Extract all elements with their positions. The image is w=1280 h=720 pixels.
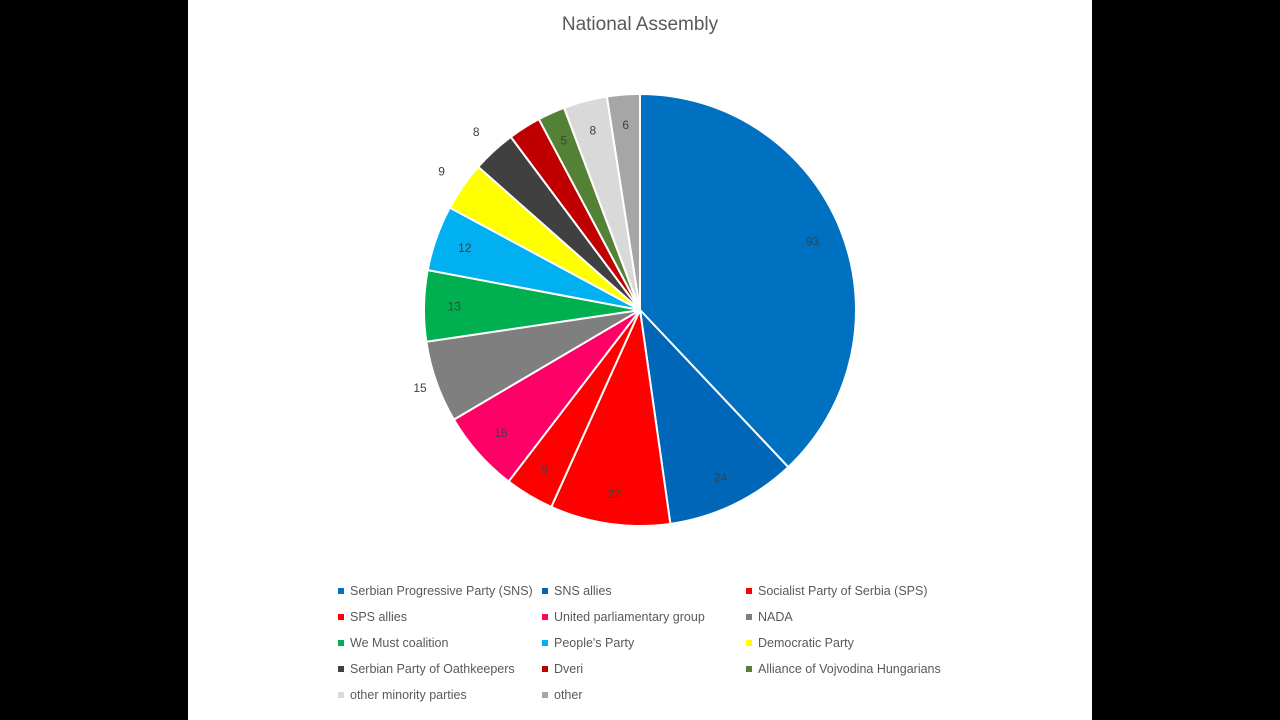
legend-item: Socialist Party of Serbia (SPS) [746,582,958,600]
legend-label: Democratic Party [758,636,854,650]
legend-swatch [542,692,548,698]
legend-item: Democratic Party [746,634,958,652]
data-label: 9 [541,462,548,476]
legend-item: SPS allies [338,608,542,626]
legend-swatch [542,614,548,620]
legend-label: Dveri [554,662,584,676]
legend-label: Serbian Party of Oathkeepers [350,662,515,676]
legend-swatch [746,640,752,646]
data-label: 5 [560,134,567,148]
pie-slice [605,92,641,311]
data-label: 15 [413,381,427,395]
legend-label: United parliamentary group [554,610,705,624]
legend-label: Socialist Party of Serbia (SPS) [758,584,928,598]
legend: Serbian Progressive Party (SNS) SNS allie… [338,582,958,704]
chart-title: National Assembly [561,14,719,35]
data-label: 8 [590,123,597,137]
data-label: 15 [494,426,508,440]
data-label: 22 [607,487,621,501]
legend-item: People's Party [542,634,746,652]
legend-label: SPS allies [350,610,407,624]
pie-slice [639,92,857,469]
pie-slice [549,306,672,527]
legend-swatch [542,666,548,672]
legend-swatch [542,588,548,594]
legend-swatch [746,666,752,672]
legend-item: Alliance of Vojvodina Hungarians [746,660,958,678]
legend-label: We Must coalition [350,636,449,650]
legend-swatch [542,640,548,646]
legend-label: other [554,688,583,702]
data-label: 6 [622,118,629,132]
legend-swatch [338,666,344,672]
legend-label: People's Party [554,636,635,650]
data-label: 9 [438,165,445,179]
legend-item: We Must coalition [338,634,542,652]
legend-swatch [746,614,752,620]
legend-swatch [338,614,344,620]
legend-label: Alliance of Vojvodina Hungarians [758,662,941,676]
legend-item: other [542,686,746,704]
legend-swatch [338,640,344,646]
legend-item: SNS allies [542,582,746,600]
data-label: 13 [448,299,462,313]
legend-swatch [746,588,752,594]
legend-label: SNS allies [554,584,612,598]
legend-item: United parliamentary group [542,608,746,626]
legend-label: NADA [758,610,793,624]
pie-chart: 93 24 22 9 15 15 13 12 9 8 5 8 6 [413,92,857,527]
chart-area: National Assembly 93 24 22 9 15 15 13 12 9 8 5 8 6 S… [188,0,1092,720]
data-label: 93 [806,234,820,248]
legend-swatch [338,692,344,698]
legend-swatch [338,588,344,594]
data-label: 24 [714,470,728,484]
legend-item: other minority parties [338,686,542,704]
pie-slice [638,307,790,525]
legend-item: Serbian Party of Oathkeepers [338,660,542,678]
legend-item: Dveri [542,660,746,678]
legend-label: Serbian Progressive Party (SNS) [350,584,533,598]
legend-label: other minority parties [350,688,467,702]
legend-item: Serbian Progressive Party (SNS) [338,582,542,600]
data-label: 12 [458,241,472,255]
data-label: 8 [473,125,480,139]
legend-item: NADA [746,608,958,626]
